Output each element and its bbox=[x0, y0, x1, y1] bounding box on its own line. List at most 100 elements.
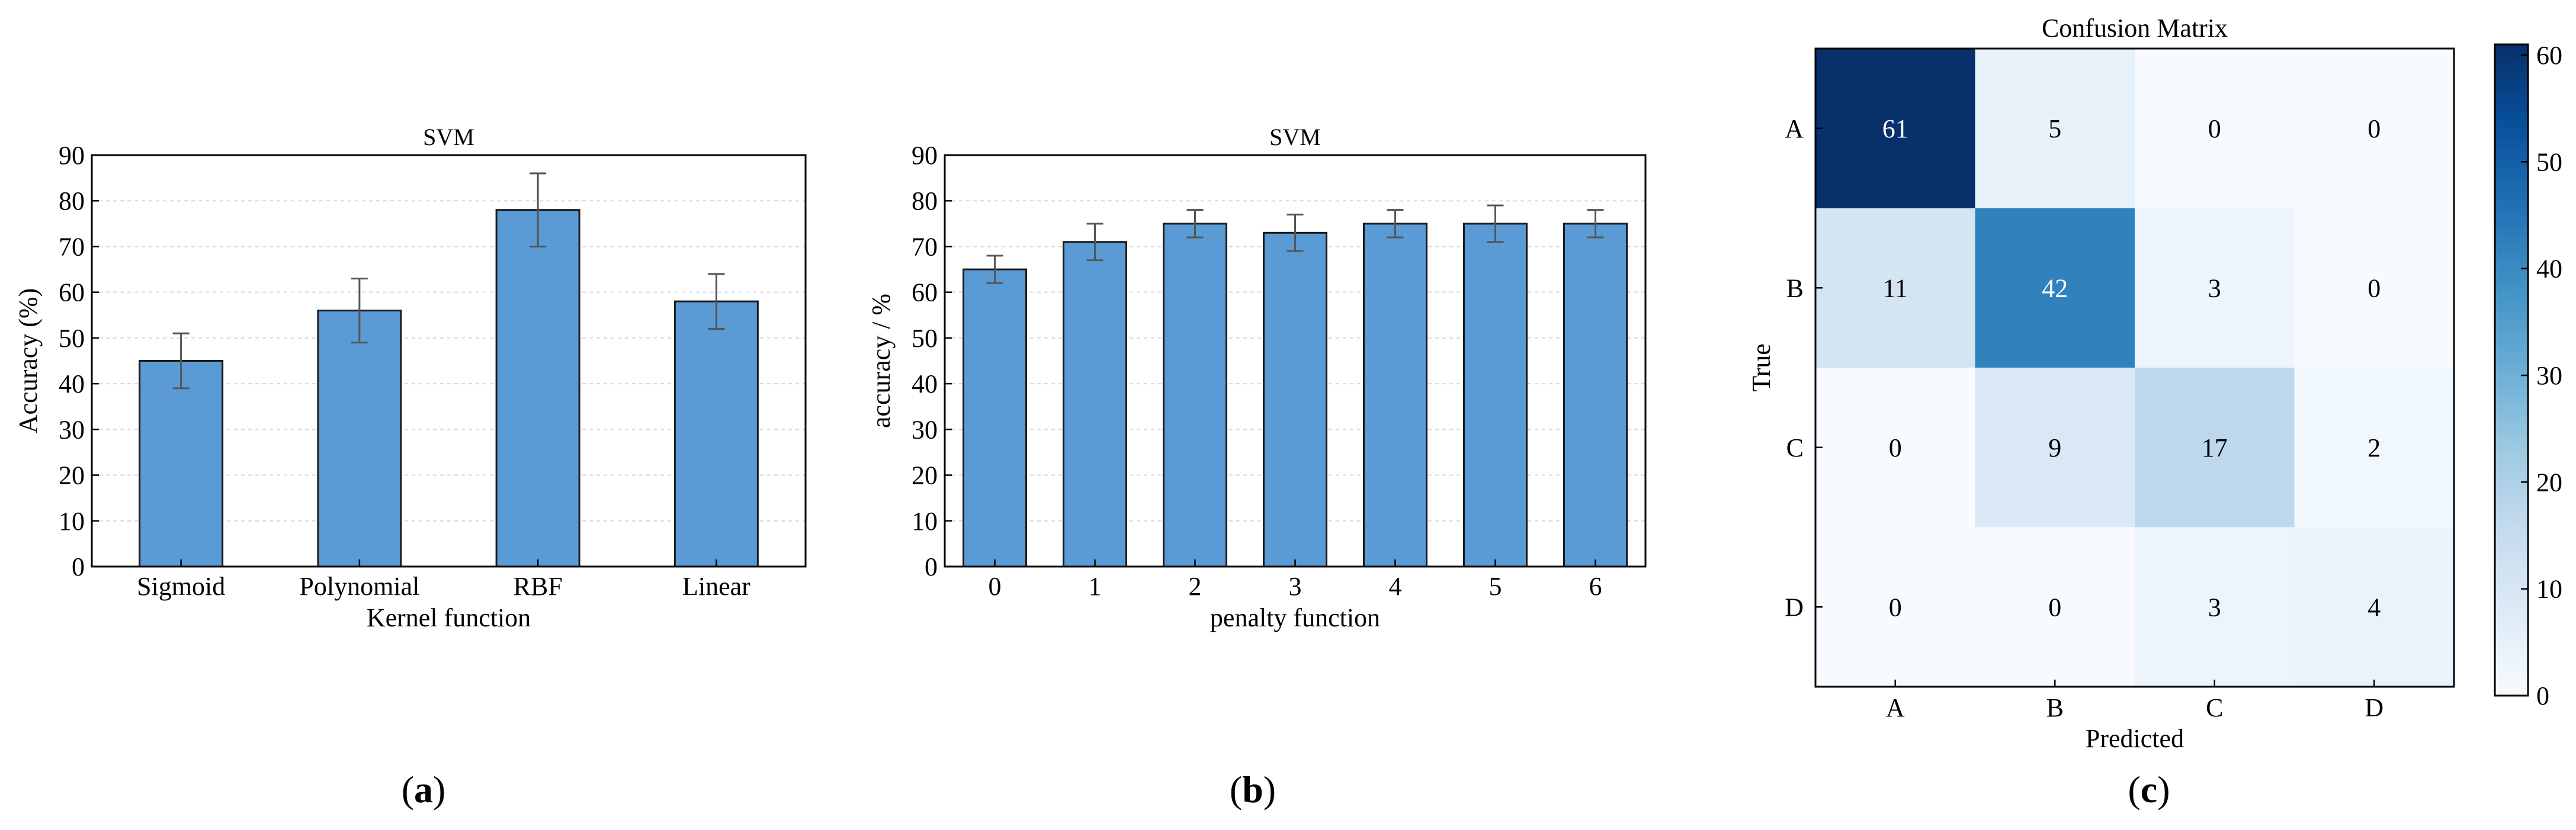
heatmap-cell bbox=[1975, 368, 2135, 527]
heatmap-frame bbox=[1814, 47, 2455, 688]
y-tick-label: 30 bbox=[59, 415, 85, 444]
colorbar-tick-label: 50 bbox=[2536, 147, 2562, 176]
cell-value-label: 42 bbox=[2042, 274, 2068, 303]
colorbar-tick-label: 60 bbox=[2536, 41, 2562, 70]
cell-value-label: 0 bbox=[2048, 593, 2061, 622]
heatmap-cell bbox=[1815, 208, 1975, 368]
y-tick-label: 20 bbox=[59, 461, 85, 490]
x-axis-label: penalty function bbox=[1210, 603, 1380, 632]
plot-frame bbox=[944, 154, 1647, 568]
cell-value-label: 0 bbox=[2208, 114, 2221, 143]
y-tick-label: 70 bbox=[59, 232, 85, 261]
y-tick-label: C bbox=[1786, 433, 1804, 462]
x-tick-label: RBF bbox=[514, 572, 563, 601]
cell-value-label: 3 bbox=[2208, 274, 2221, 303]
x-tick-label: 6 bbox=[1589, 572, 1602, 601]
cell-value-label: 61 bbox=[1882, 114, 1908, 143]
x-tick-label: B bbox=[2046, 693, 2064, 722]
cell-value-label: 0 bbox=[2368, 274, 2381, 303]
x-tick-label: 1 bbox=[1089, 572, 1102, 601]
y-tick-label: 30 bbox=[912, 415, 938, 444]
bar bbox=[1563, 223, 1628, 568]
bar bbox=[317, 310, 402, 568]
y-tick-label: D bbox=[1785, 593, 1804, 622]
y-tick-label: 80 bbox=[59, 186, 85, 215]
panel-caption-b: (b) bbox=[1230, 768, 1276, 810]
y-tick-label: 80 bbox=[912, 186, 938, 215]
colorbar-tick-label: 40 bbox=[2536, 255, 2562, 284]
y-axis-label: Accuracy (%) bbox=[14, 288, 43, 434]
y-tick-label: B bbox=[1786, 274, 1804, 303]
cell-value-label: 5 bbox=[2048, 114, 2061, 143]
heatmap-cell bbox=[1815, 527, 1975, 687]
panel-caption-a: (a) bbox=[402, 768, 446, 810]
heatmap-cell bbox=[2135, 527, 2295, 687]
y-tick-label: 40 bbox=[912, 369, 938, 398]
x-axis-label: Predicted bbox=[2086, 724, 2184, 753]
bar bbox=[495, 209, 580, 568]
colorbar-tick-label: 0 bbox=[2536, 681, 2549, 710]
colorbar-tick-label: 30 bbox=[2536, 361, 2562, 390]
y-tick-label: 60 bbox=[912, 278, 938, 307]
cell-value-label: 0 bbox=[2368, 114, 2381, 143]
y-tick-label: 50 bbox=[912, 324, 938, 353]
bar bbox=[1063, 241, 1127, 568]
heatmap-cell bbox=[2294, 368, 2455, 527]
cell-value-label: 11 bbox=[1883, 274, 1908, 303]
bar bbox=[673, 300, 759, 568]
x-tick-label: 5 bbox=[1489, 572, 1502, 601]
y-tick-label: 20 bbox=[912, 461, 938, 490]
error-bar bbox=[1587, 209, 1604, 239]
y-tick-label: A bbox=[1785, 114, 1804, 143]
error-bar bbox=[986, 255, 1003, 284]
error-bar bbox=[1287, 213, 1304, 252]
cell-value-label: 4 bbox=[2368, 593, 2381, 622]
heatmap-cell bbox=[2294, 527, 2455, 687]
heatmap-cell bbox=[2294, 208, 2455, 368]
x-axis-label: Kernel function bbox=[367, 603, 531, 632]
error-bar bbox=[708, 273, 725, 330]
y-tick-label: 0 bbox=[72, 552, 85, 581]
heatmap-cell bbox=[1815, 368, 1975, 527]
y-tick-label: 60 bbox=[59, 278, 85, 307]
cell-value-label: 2 bbox=[2368, 433, 2381, 462]
colorbar-gradient bbox=[2494, 43, 2529, 697]
error-bar bbox=[1387, 209, 1404, 239]
x-tick-label: 2 bbox=[1189, 572, 1202, 601]
bar bbox=[1163, 223, 1227, 568]
y-tick-label: 0 bbox=[925, 552, 938, 581]
heatmap-cell bbox=[1975, 208, 2135, 368]
bar-chart-kernel-function: Sigmoid Polynomial RBF Linear 0 10 20 30 40 50 60 7… bbox=[14, 124, 807, 632]
y-tick-label: 10 bbox=[59, 507, 85, 536]
heatmap-cell bbox=[2135, 208, 2295, 368]
error-bar bbox=[351, 278, 368, 344]
error-bar bbox=[1186, 209, 1204, 239]
y-axis-label: True bbox=[1747, 343, 1776, 392]
bar bbox=[1263, 231, 1327, 568]
plot-frame bbox=[91, 154, 807, 568]
y-tick-label: 40 bbox=[59, 369, 85, 398]
cell-value-label: 3 bbox=[2208, 593, 2221, 622]
error-bar bbox=[1487, 204, 1504, 243]
cell-value-label: 9 bbox=[2048, 433, 2061, 462]
cell-value-label: 17 bbox=[2202, 433, 2228, 462]
colorbar: 0 10 20 30 40 50 60 bbox=[2494, 41, 2562, 710]
x-tick-label: 4 bbox=[1389, 572, 1402, 601]
heatmap-cell bbox=[2135, 49, 2295, 208]
x-tick-label: Linear bbox=[682, 572, 750, 601]
y-tick-label: 70 bbox=[912, 232, 938, 261]
heatmap-cell bbox=[2294, 49, 2455, 208]
x-tick-label: 0 bbox=[989, 572, 1002, 601]
bar bbox=[963, 268, 1027, 568]
bar bbox=[1363, 223, 1427, 568]
x-tick-label: Polynomial bbox=[299, 572, 419, 601]
y-tick-label: 10 bbox=[912, 507, 938, 536]
bar bbox=[1463, 223, 1528, 568]
cell-value-label: 0 bbox=[1889, 593, 1902, 622]
heatmap-cell bbox=[2135, 368, 2295, 527]
y-tick-label: 50 bbox=[59, 324, 85, 353]
y-tick-label: 90 bbox=[912, 141, 938, 170]
